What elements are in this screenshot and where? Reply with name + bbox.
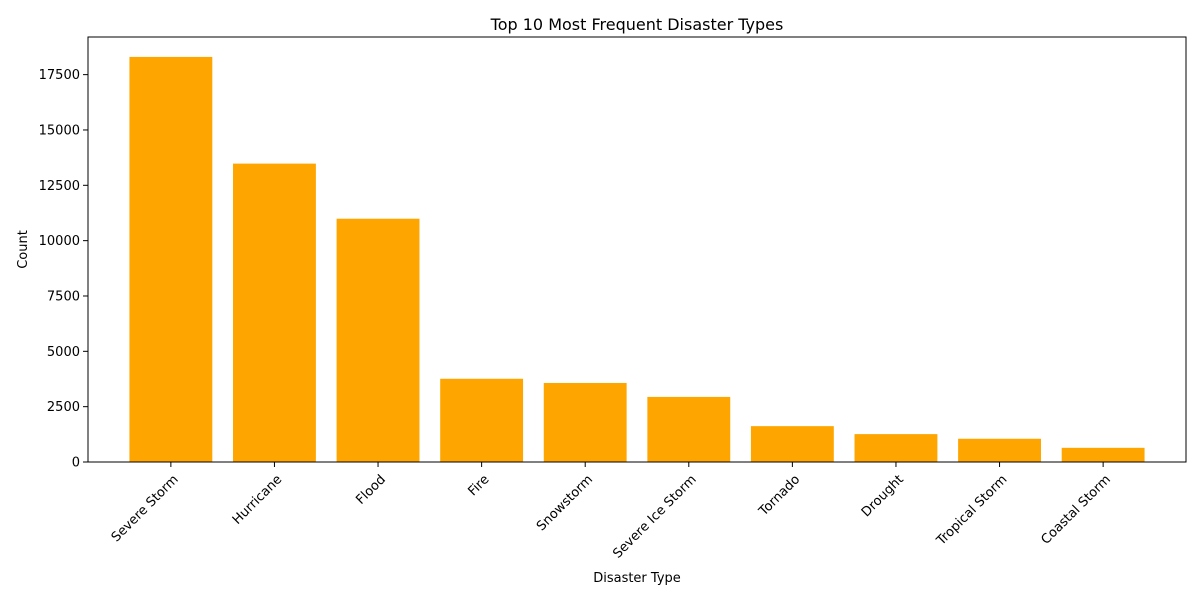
bar-tropical-storm bbox=[958, 438, 1041, 462]
bar-hurricane bbox=[233, 163, 316, 463]
y-tick-label: 2500 bbox=[47, 400, 80, 415]
x-tick-label: Flood bbox=[353, 472, 389, 508]
y-tick-label: 10000 bbox=[39, 234, 80, 249]
y-tick-label: 0 bbox=[72, 456, 80, 471]
y-tick-label: 17500 bbox=[39, 68, 80, 83]
y-tick-label: 5000 bbox=[47, 345, 80, 360]
bar-snowstorm bbox=[543, 382, 627, 462]
x-tick-label: Drought bbox=[859, 472, 907, 520]
x-tick-label: Severe Ice Storm bbox=[610, 472, 699, 561]
y-tick-label: 12500 bbox=[39, 179, 80, 194]
bar-fire bbox=[440, 378, 524, 462]
x-axis: Severe Storm Hurricane Flood Fire Snowstorm S… bbox=[109, 462, 1114, 562]
bar-tornado bbox=[750, 426, 834, 462]
bar-flood bbox=[336, 218, 420, 462]
bar-drought bbox=[854, 434, 938, 462]
chart-title: Top 10 Most Frequent Disaster Types bbox=[490, 15, 784, 34]
x-tick-label: Hurricane bbox=[230, 472, 285, 527]
y-axis: 0 2500 5000 7500 10000 12500 15000 17500 bbox=[39, 68, 88, 471]
bar-coastal-storm bbox=[1061, 447, 1145, 462]
x-tick-label: Snowstorm bbox=[534, 472, 596, 534]
plot-frame bbox=[87, 36, 1187, 463]
x-tick-label: Coastal Storm bbox=[1039, 472, 1114, 547]
bars-group bbox=[129, 56, 1145, 463]
x-tick-label: Severe Storm bbox=[109, 472, 182, 545]
x-tick-label: Tornado bbox=[756, 472, 804, 520]
x-tick-label: Fire bbox=[465, 472, 492, 499]
y-axis-title: Count bbox=[16, 230, 31, 269]
x-tick-label: Tropical Storm bbox=[933, 472, 1010, 549]
y-tick-label: 15000 bbox=[39, 123, 80, 138]
y-tick-label: 7500 bbox=[47, 289, 80, 304]
bar-severe-ice-storm bbox=[647, 396, 731, 462]
x-axis-title: Disaster Type bbox=[593, 571, 681, 586]
bar-severe-storm bbox=[129, 56, 213, 462]
